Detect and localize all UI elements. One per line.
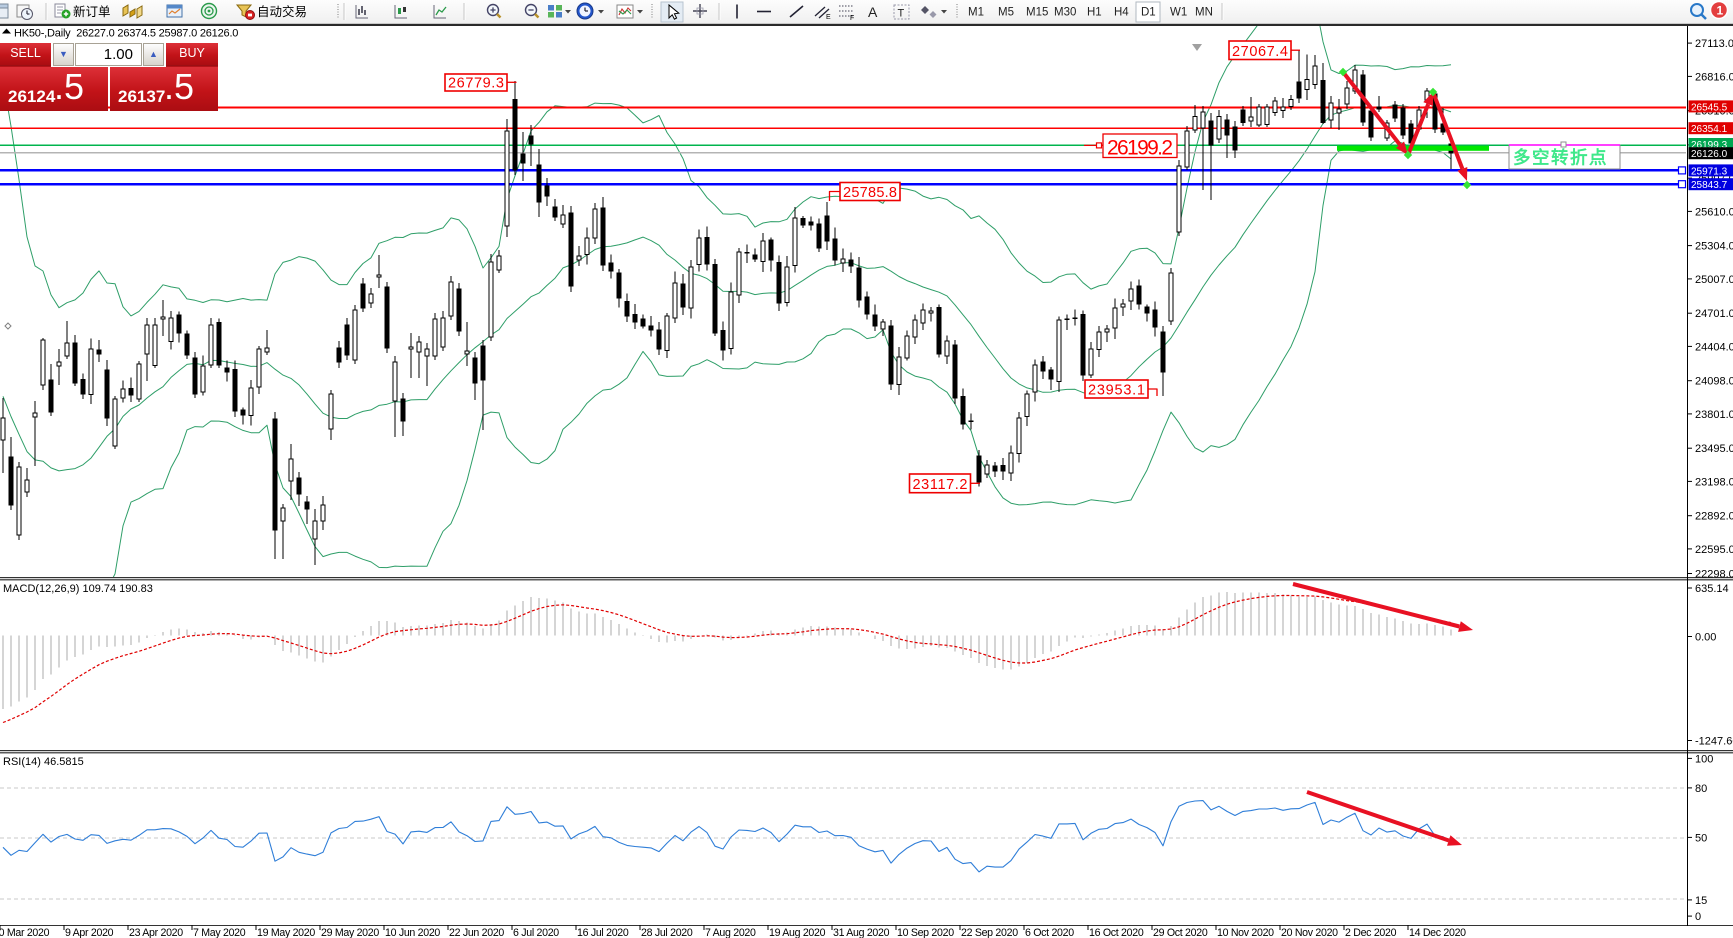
svg-text:10 Nov 2020: 10 Nov 2020 bbox=[1217, 927, 1274, 938]
svg-text:25610.0: 25610.0 bbox=[1695, 206, 1733, 218]
svg-text:M1: M1 bbox=[968, 7, 984, 19]
svg-text:19 Aug 2020: 19 Aug 2020 bbox=[769, 927, 826, 938]
svg-text:24098.0: 24098.0 bbox=[1695, 376, 1733, 388]
svg-text:15: 15 bbox=[1695, 895, 1707, 907]
svg-text:29 Oct 2020: 29 Oct 2020 bbox=[1153, 927, 1208, 938]
svg-text:24404.0: 24404.0 bbox=[1695, 341, 1733, 353]
svg-text:MN: MN bbox=[1195, 7, 1213, 19]
svg-text:20 Nov 2020: 20 Nov 2020 bbox=[1281, 927, 1338, 938]
svg-text:80: 80 bbox=[1695, 783, 1707, 795]
svg-text:H4: H4 bbox=[1114, 7, 1129, 19]
svg-text:635.14: 635.14 bbox=[1695, 583, 1729, 595]
svg-text:7 Aug 2020: 7 Aug 2020 bbox=[705, 927, 756, 938]
svg-text:22298.0: 22298.0 bbox=[1695, 569, 1733, 581]
svg-text:自动交易: 自动交易 bbox=[257, 4, 307, 19]
svg-text:6 Oct 2020: 6 Oct 2020 bbox=[1025, 927, 1074, 938]
svg-text:A: A bbox=[868, 4, 878, 20]
svg-text:25971.3: 25971.3 bbox=[1691, 166, 1728, 177]
svg-text:10 Jun 2020: 10 Jun 2020 bbox=[385, 927, 440, 938]
svg-text:29 May 2020: 29 May 2020 bbox=[321, 927, 379, 938]
svg-text:9 Apr 2020: 9 Apr 2020 bbox=[65, 927, 114, 938]
svg-text:MACD(12,26,9) 109.74 190.83: MACD(12,26,9) 109.74 190.83 bbox=[3, 583, 153, 595]
svg-text:2 Dec 2020: 2 Dec 2020 bbox=[1345, 927, 1397, 938]
svg-text:25007.0: 25007.0 bbox=[1695, 274, 1733, 286]
svg-text:M30: M30 bbox=[1054, 7, 1076, 19]
svg-text:26126.0: 26126.0 bbox=[1691, 149, 1728, 160]
svg-text:23117.2: 23117.2 bbox=[913, 477, 968, 493]
svg-text:-1247.66: -1247.66 bbox=[1695, 736, 1733, 748]
svg-text:RSI(14) 46.5815: RSI(14) 46.5815 bbox=[3, 756, 84, 768]
svg-text:27067.4: 27067.4 bbox=[1232, 44, 1288, 60]
svg-text:23198.0: 23198.0 bbox=[1695, 476, 1733, 488]
svg-text:0: 0 bbox=[1695, 911, 1701, 923]
svg-text:50: 50 bbox=[1695, 832, 1707, 844]
svg-text:F: F bbox=[850, 15, 854, 22]
svg-text:E: E bbox=[826, 14, 831, 21]
svg-text:D1: D1 bbox=[1141, 7, 1156, 19]
svg-text:22 Sep 2020: 22 Sep 2020 bbox=[961, 927, 1018, 938]
svg-text:0.00: 0.00 bbox=[1695, 632, 1716, 644]
svg-text:6 Jul 2020: 6 Jul 2020 bbox=[513, 927, 559, 938]
svg-text:22892.0: 22892.0 bbox=[1695, 511, 1733, 523]
svg-text:新订单: 新订单 bbox=[73, 4, 111, 19]
svg-text:25304.0: 25304.0 bbox=[1695, 241, 1733, 253]
svg-text:1: 1 bbox=[1717, 4, 1724, 18]
svg-text:7 May 2020: 7 May 2020 bbox=[193, 927, 246, 938]
svg-text:22595.0: 22595.0 bbox=[1695, 544, 1733, 556]
svg-text:27113.0: 27113.0 bbox=[1695, 38, 1733, 50]
svg-text:26354.1: 26354.1 bbox=[1691, 124, 1728, 135]
svg-text:14 Dec 2020: 14 Dec 2020 bbox=[1409, 927, 1466, 938]
svg-text:23495.0: 23495.0 bbox=[1695, 443, 1733, 455]
svg-text:23953.1: 23953.1 bbox=[1088, 383, 1145, 399]
svg-text:T: T bbox=[898, 8, 905, 20]
svg-text:25785.8: 25785.8 bbox=[843, 185, 897, 201]
svg-text:多空转折点: 多空转折点 bbox=[1513, 148, 1608, 168]
svg-text:M5: M5 bbox=[998, 7, 1014, 19]
svg-text:26779.3: 26779.3 bbox=[448, 76, 504, 92]
svg-text:HK50-,Daily 26227.0 26374.5 2: HK50-,Daily 26227.0 26374.5 25987.0 2612… bbox=[14, 28, 238, 40]
svg-text:H1: H1 bbox=[1087, 7, 1102, 19]
svg-text:100: 100 bbox=[1695, 753, 1713, 765]
svg-text:26199.3: 26199.3 bbox=[1691, 140, 1728, 151]
svg-text:23 Apr 2020: 23 Apr 2020 bbox=[129, 927, 183, 938]
svg-text:16 Jul 2020: 16 Jul 2020 bbox=[577, 927, 629, 938]
svg-text:M15: M15 bbox=[1026, 7, 1048, 19]
svg-text:23801.0: 23801.0 bbox=[1695, 409, 1733, 421]
svg-text:10 Sep 2020: 10 Sep 2020 bbox=[897, 927, 954, 938]
svg-text:28 Jul 2020: 28 Jul 2020 bbox=[641, 927, 693, 938]
svg-text:25843.7: 25843.7 bbox=[1691, 180, 1728, 191]
svg-text:26816.0: 26816.0 bbox=[1695, 71, 1733, 83]
svg-text:26545.5: 26545.5 bbox=[1691, 102, 1728, 113]
svg-text:24701.0: 24701.0 bbox=[1695, 308, 1733, 320]
svg-text:30 Mar 2020: 30 Mar 2020 bbox=[0, 927, 50, 938]
svg-text:W1: W1 bbox=[1170, 7, 1187, 19]
svg-text:26199.2: 26199.2 bbox=[1107, 137, 1173, 160]
svg-text:31 Aug 2020: 31 Aug 2020 bbox=[833, 927, 890, 938]
svg-text:22 Jun 2020: 22 Jun 2020 bbox=[449, 927, 504, 938]
svg-text:19 May 2020: 19 May 2020 bbox=[257, 927, 315, 938]
svg-text:16 Oct 2020: 16 Oct 2020 bbox=[1089, 927, 1144, 938]
